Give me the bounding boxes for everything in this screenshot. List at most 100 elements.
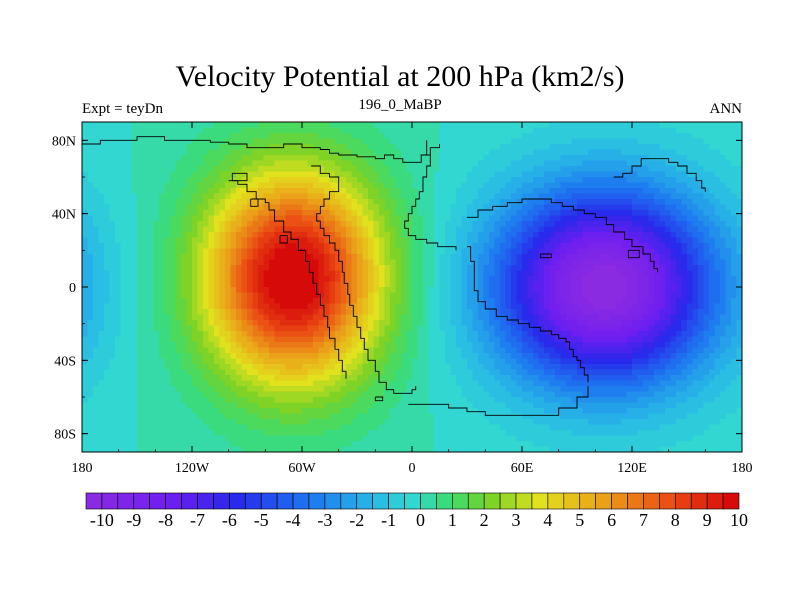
field-cell [318,254,325,261]
field-cell [527,342,534,349]
field-cell [417,155,424,162]
field-cell [571,287,578,294]
field-cell [252,265,259,272]
field-cell [522,336,529,343]
field-cell [478,309,485,316]
field-cell [538,331,545,338]
field-cell [527,325,534,332]
field-cell [307,133,314,140]
field-cell [153,287,160,294]
field-cell [346,303,353,310]
field-cell [406,347,413,354]
field-cell [555,276,562,283]
field-cell [527,221,534,228]
field-cell [604,248,611,255]
field-cell [313,265,320,272]
field-cell [456,177,463,184]
field-cell [428,221,435,228]
field-cell [340,270,347,277]
field-cell [456,160,463,167]
field-cell [593,270,600,277]
field-cell [516,160,523,167]
field-cell [720,210,727,217]
field-cell [676,248,683,255]
field-cell [115,331,122,338]
field-cell [450,138,457,145]
field-cell [417,292,424,299]
field-cell [417,160,424,167]
field-cell [93,325,100,332]
field-cell [445,265,452,272]
field-cell [720,171,727,178]
field-cell [181,215,188,222]
field-cell [137,276,144,283]
field-cell [225,237,232,244]
field-cell [208,292,215,299]
field-cell [137,248,144,255]
field-cell [401,122,408,129]
field-cell [252,188,259,195]
field-cell [170,188,177,195]
field-cell [126,122,133,129]
field-cell [637,199,644,206]
field-cell [626,127,633,134]
field-cell [296,303,303,310]
field-cell [120,166,127,173]
field-cell [384,215,391,222]
field-cell [599,199,606,206]
field-cell [115,133,122,140]
field-cell [714,127,721,134]
field-cell [566,320,573,327]
field-cell [423,188,430,195]
field-cell [181,232,188,239]
field-cell [483,298,490,305]
field-cell [225,149,232,156]
field-cell [522,171,529,178]
field-cell [230,265,237,272]
field-cell [709,336,716,343]
field-cell [692,298,699,305]
field-cell [494,298,501,305]
field-cell [731,248,738,255]
field-cell [626,248,633,255]
field-cell [681,259,688,266]
field-cell [351,237,358,244]
field-cell [241,122,248,129]
field-cell [120,347,127,354]
field-cell [489,331,496,338]
field-cell [703,149,710,156]
field-cell [263,292,270,299]
field-cell [384,193,391,200]
field-cell [401,259,408,266]
field-cell [296,171,303,178]
field-cell [175,237,182,244]
field-cell [582,160,589,167]
field-cell [417,149,424,156]
field-cell [225,127,232,134]
field-cell [736,133,742,140]
field-cell [522,193,529,200]
field-cell [274,215,281,222]
field-cell [566,309,573,316]
field-cell [346,188,353,195]
field-cell [681,188,688,195]
field-cell [599,320,606,327]
field-cell [643,303,650,310]
field-cell [516,149,523,156]
field-cell [571,149,578,156]
field-cell [736,155,742,162]
field-cell [214,259,221,266]
field-cell [296,287,303,294]
field-cell [225,226,232,233]
field-cell [588,287,595,294]
field-cell [615,320,622,327]
field-cell [505,182,512,189]
field-cell [175,149,182,156]
field-cell [703,199,710,206]
field-cell [549,254,556,261]
field-cell [329,215,336,222]
field-cell [148,182,155,189]
field-cell [175,204,182,211]
field-cell [703,204,710,211]
field-cell [137,320,144,327]
